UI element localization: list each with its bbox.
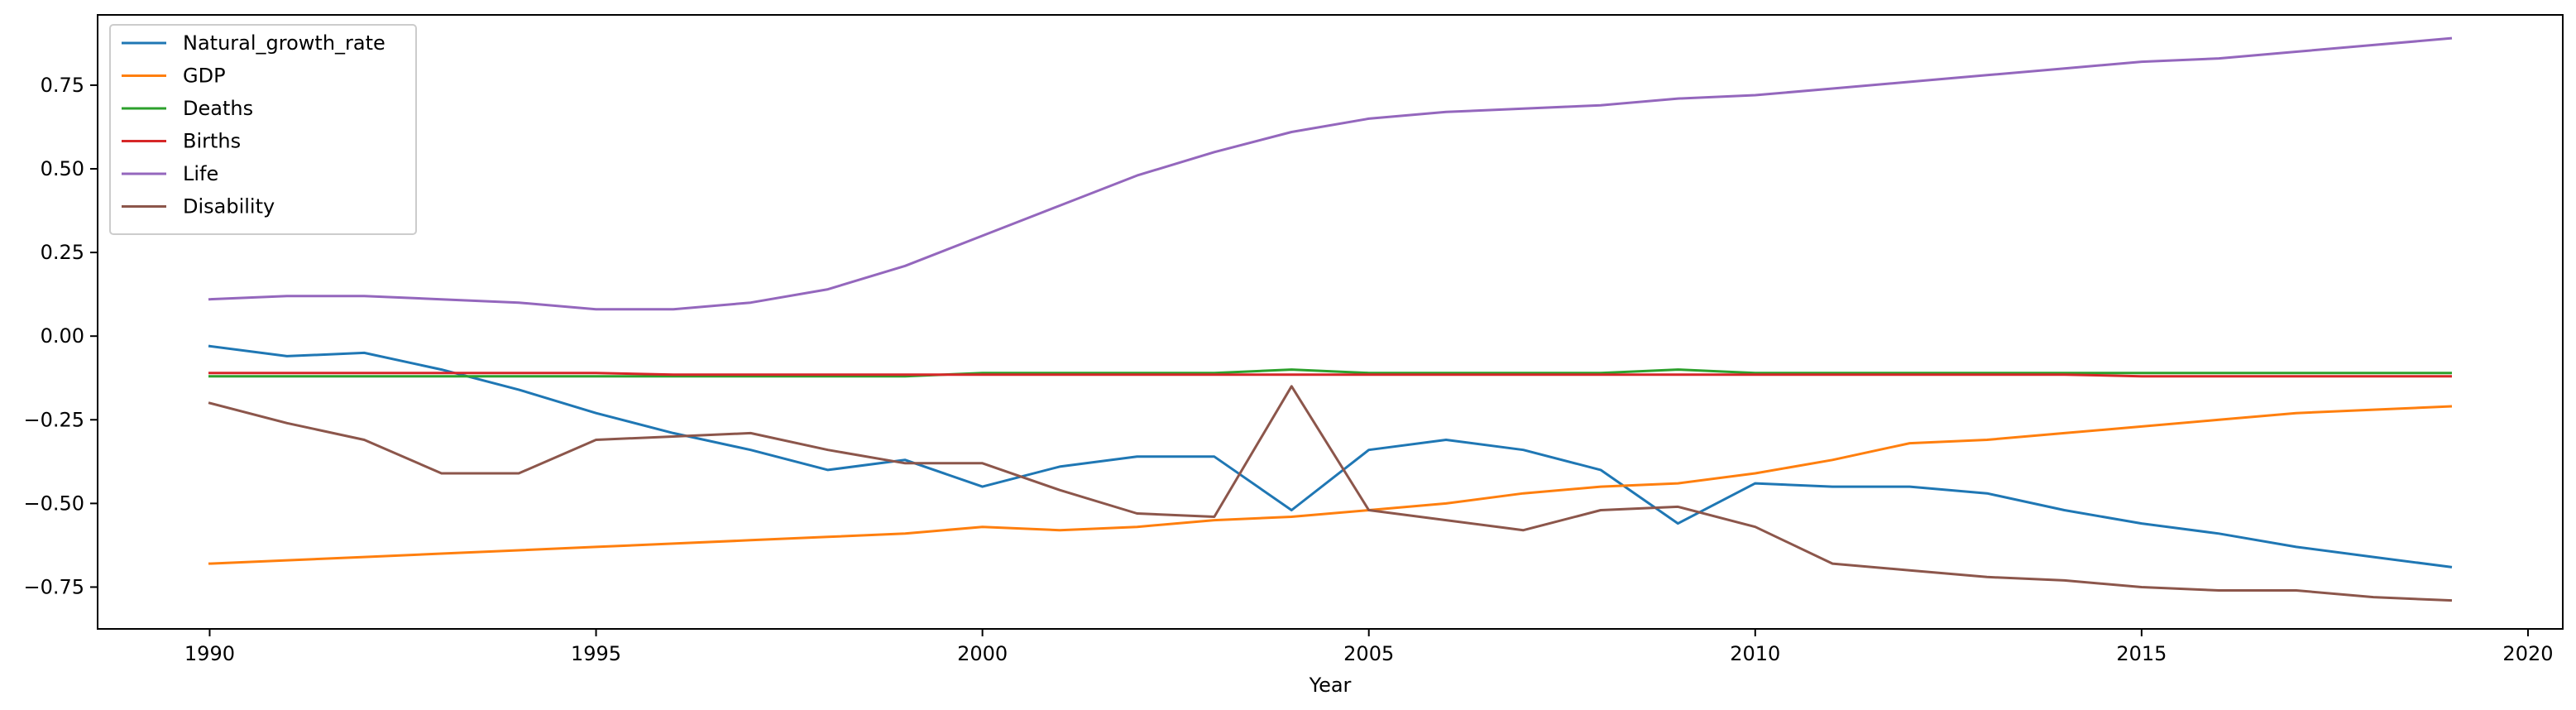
series-line-life xyxy=(208,36,2453,311)
y-tick-label: 0.50 xyxy=(41,157,84,180)
x-tick-label: 2020 xyxy=(2502,642,2553,665)
legend-label: Births xyxy=(183,130,241,153)
legend-label: Deaths xyxy=(183,97,253,120)
plot-frame xyxy=(97,14,2564,630)
y-tick-label: 0.25 xyxy=(41,241,84,264)
x-tick-label: 1995 xyxy=(571,642,621,665)
legend-box xyxy=(109,24,417,235)
y-axis: −0.75 −0.50 −0.25 0.00 0.25 0.50 0.75 xyxy=(23,74,98,598)
x-tick-label: 1990 xyxy=(184,642,235,665)
x-tick-label: 2005 xyxy=(1343,642,1394,665)
y-tick-label: −0.50 xyxy=(23,492,84,515)
x-axis-title: Year xyxy=(1309,674,1352,697)
x-tick-label: 2000 xyxy=(957,642,1008,665)
series-line-natural-growth-rate xyxy=(208,344,2453,568)
series-line-disability xyxy=(208,385,2453,602)
x-tick-label: 2015 xyxy=(2116,642,2167,665)
y-tick-label: −0.25 xyxy=(23,408,84,431)
series-line-gdp xyxy=(208,405,2453,565)
legend-label: Disability xyxy=(183,195,275,218)
y-tick-label: −0.75 xyxy=(23,575,84,598)
series-layer xyxy=(208,36,2453,602)
series-line-deaths xyxy=(208,368,2452,378)
y-tick-label: 0.00 xyxy=(41,324,84,348)
legend-label: GDP xyxy=(183,65,226,88)
x-tick-label: 2010 xyxy=(1730,642,1780,665)
x-axis: 1990 1995 2000 2005 2010 2015 2020 xyxy=(184,629,2554,665)
legend-label: Natural_growth_rate xyxy=(183,31,385,55)
legend-label: Life xyxy=(183,162,218,185)
legend: Natural_growth_rate GDP Deaths Births Life Di… xyxy=(109,24,417,235)
y-tick-label: 0.75 xyxy=(41,74,84,97)
series-line-births xyxy=(208,372,2452,378)
